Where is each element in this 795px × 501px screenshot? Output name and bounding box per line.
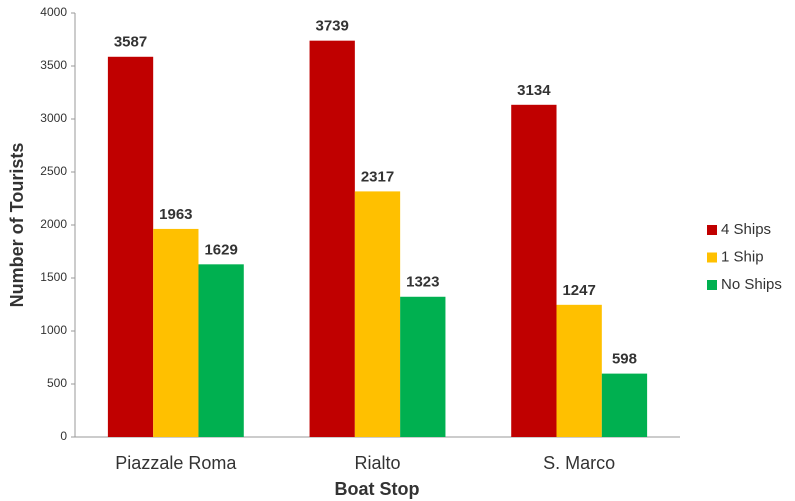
value-label: 1247 bbox=[562, 282, 595, 299]
x-tick-label: Rialto bbox=[354, 453, 400, 473]
legend-swatch bbox=[707, 225, 717, 235]
bar bbox=[107, 56, 154, 437]
bar bbox=[511, 104, 557, 438]
y-tick-label: 500 bbox=[47, 376, 67, 390]
y-tick-label: 4000 bbox=[40, 5, 67, 19]
bar bbox=[354, 191, 401, 437]
y-axis-title: Number of Tourists bbox=[7, 143, 27, 308]
value-label: 3739 bbox=[316, 18, 349, 35]
x-axis-title: Boat Stop bbox=[335, 479, 420, 499]
value-label: 3587 bbox=[114, 34, 147, 51]
y-tick-label: 0 bbox=[60, 429, 67, 443]
value-label: 3134 bbox=[517, 82, 551, 99]
value-label: 1963 bbox=[159, 206, 192, 223]
bar bbox=[601, 373, 648, 437]
value-label: 1629 bbox=[204, 241, 237, 258]
legend-swatch bbox=[707, 280, 717, 290]
legend-label: No Ships bbox=[721, 276, 782, 293]
y-tick-label: 1000 bbox=[40, 323, 67, 337]
legend-label: 4 Ships bbox=[721, 221, 771, 238]
y-tick-label: 3500 bbox=[40, 58, 67, 72]
bar bbox=[153, 228, 199, 437]
legend-label: 1 Ship bbox=[721, 248, 764, 265]
legend-swatch bbox=[707, 252, 717, 263]
x-tick-label: Piazzale Roma bbox=[115, 453, 237, 473]
y-tick-label: 2500 bbox=[40, 164, 67, 178]
value-label: 1323 bbox=[406, 274, 439, 291]
x-tick-label: S. Marco bbox=[543, 453, 615, 473]
y-tick-label: 2000 bbox=[40, 217, 67, 231]
value-label: 598 bbox=[612, 351, 637, 368]
bar bbox=[198, 264, 244, 437]
value-label: 2317 bbox=[361, 168, 394, 185]
bar bbox=[309, 40, 355, 437]
bar bbox=[556, 304, 602, 437]
y-tick-label: 1500 bbox=[40, 270, 67, 284]
bar bbox=[400, 296, 446, 437]
y-tick-label: 3000 bbox=[40, 111, 67, 125]
